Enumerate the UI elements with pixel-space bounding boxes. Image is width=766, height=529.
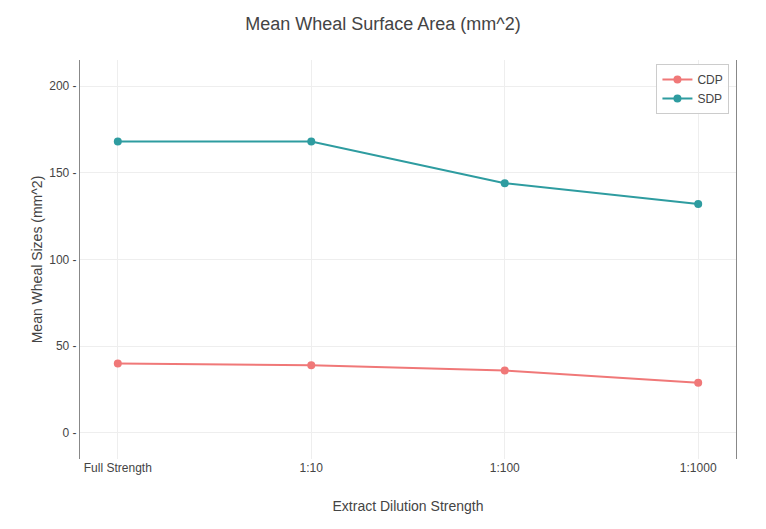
svg-text:Mean Wheal Surface Area (mm^2): Mean Wheal Surface Area (mm^2) <box>245 14 521 34</box>
svg-text:200 -: 200 - <box>49 79 76 93</box>
svg-text:1:10: 1:10 <box>300 461 324 475</box>
svg-text:0 -: 0 - <box>63 426 77 440</box>
svg-text:CDP: CDP <box>697 73 722 87</box>
svg-text:50 -: 50 - <box>56 339 77 353</box>
svg-text:Extract Dilution Strength: Extract Dilution Strength <box>333 498 484 514</box>
svg-text:1:100: 1:100 <box>490 461 520 475</box>
svg-text:Mean Wheal Sizes (mm^2): Mean Wheal Sizes (mm^2) <box>29 176 45 344</box>
svg-text:SDP: SDP <box>697 92 722 106</box>
svg-text:1:1000: 1:1000 <box>680 461 717 475</box>
svg-text:150 -: 150 - <box>49 166 76 180</box>
svg-text:Full Strength: Full Strength <box>84 461 152 475</box>
svg-text:100 -: 100 - <box>49 253 76 267</box>
